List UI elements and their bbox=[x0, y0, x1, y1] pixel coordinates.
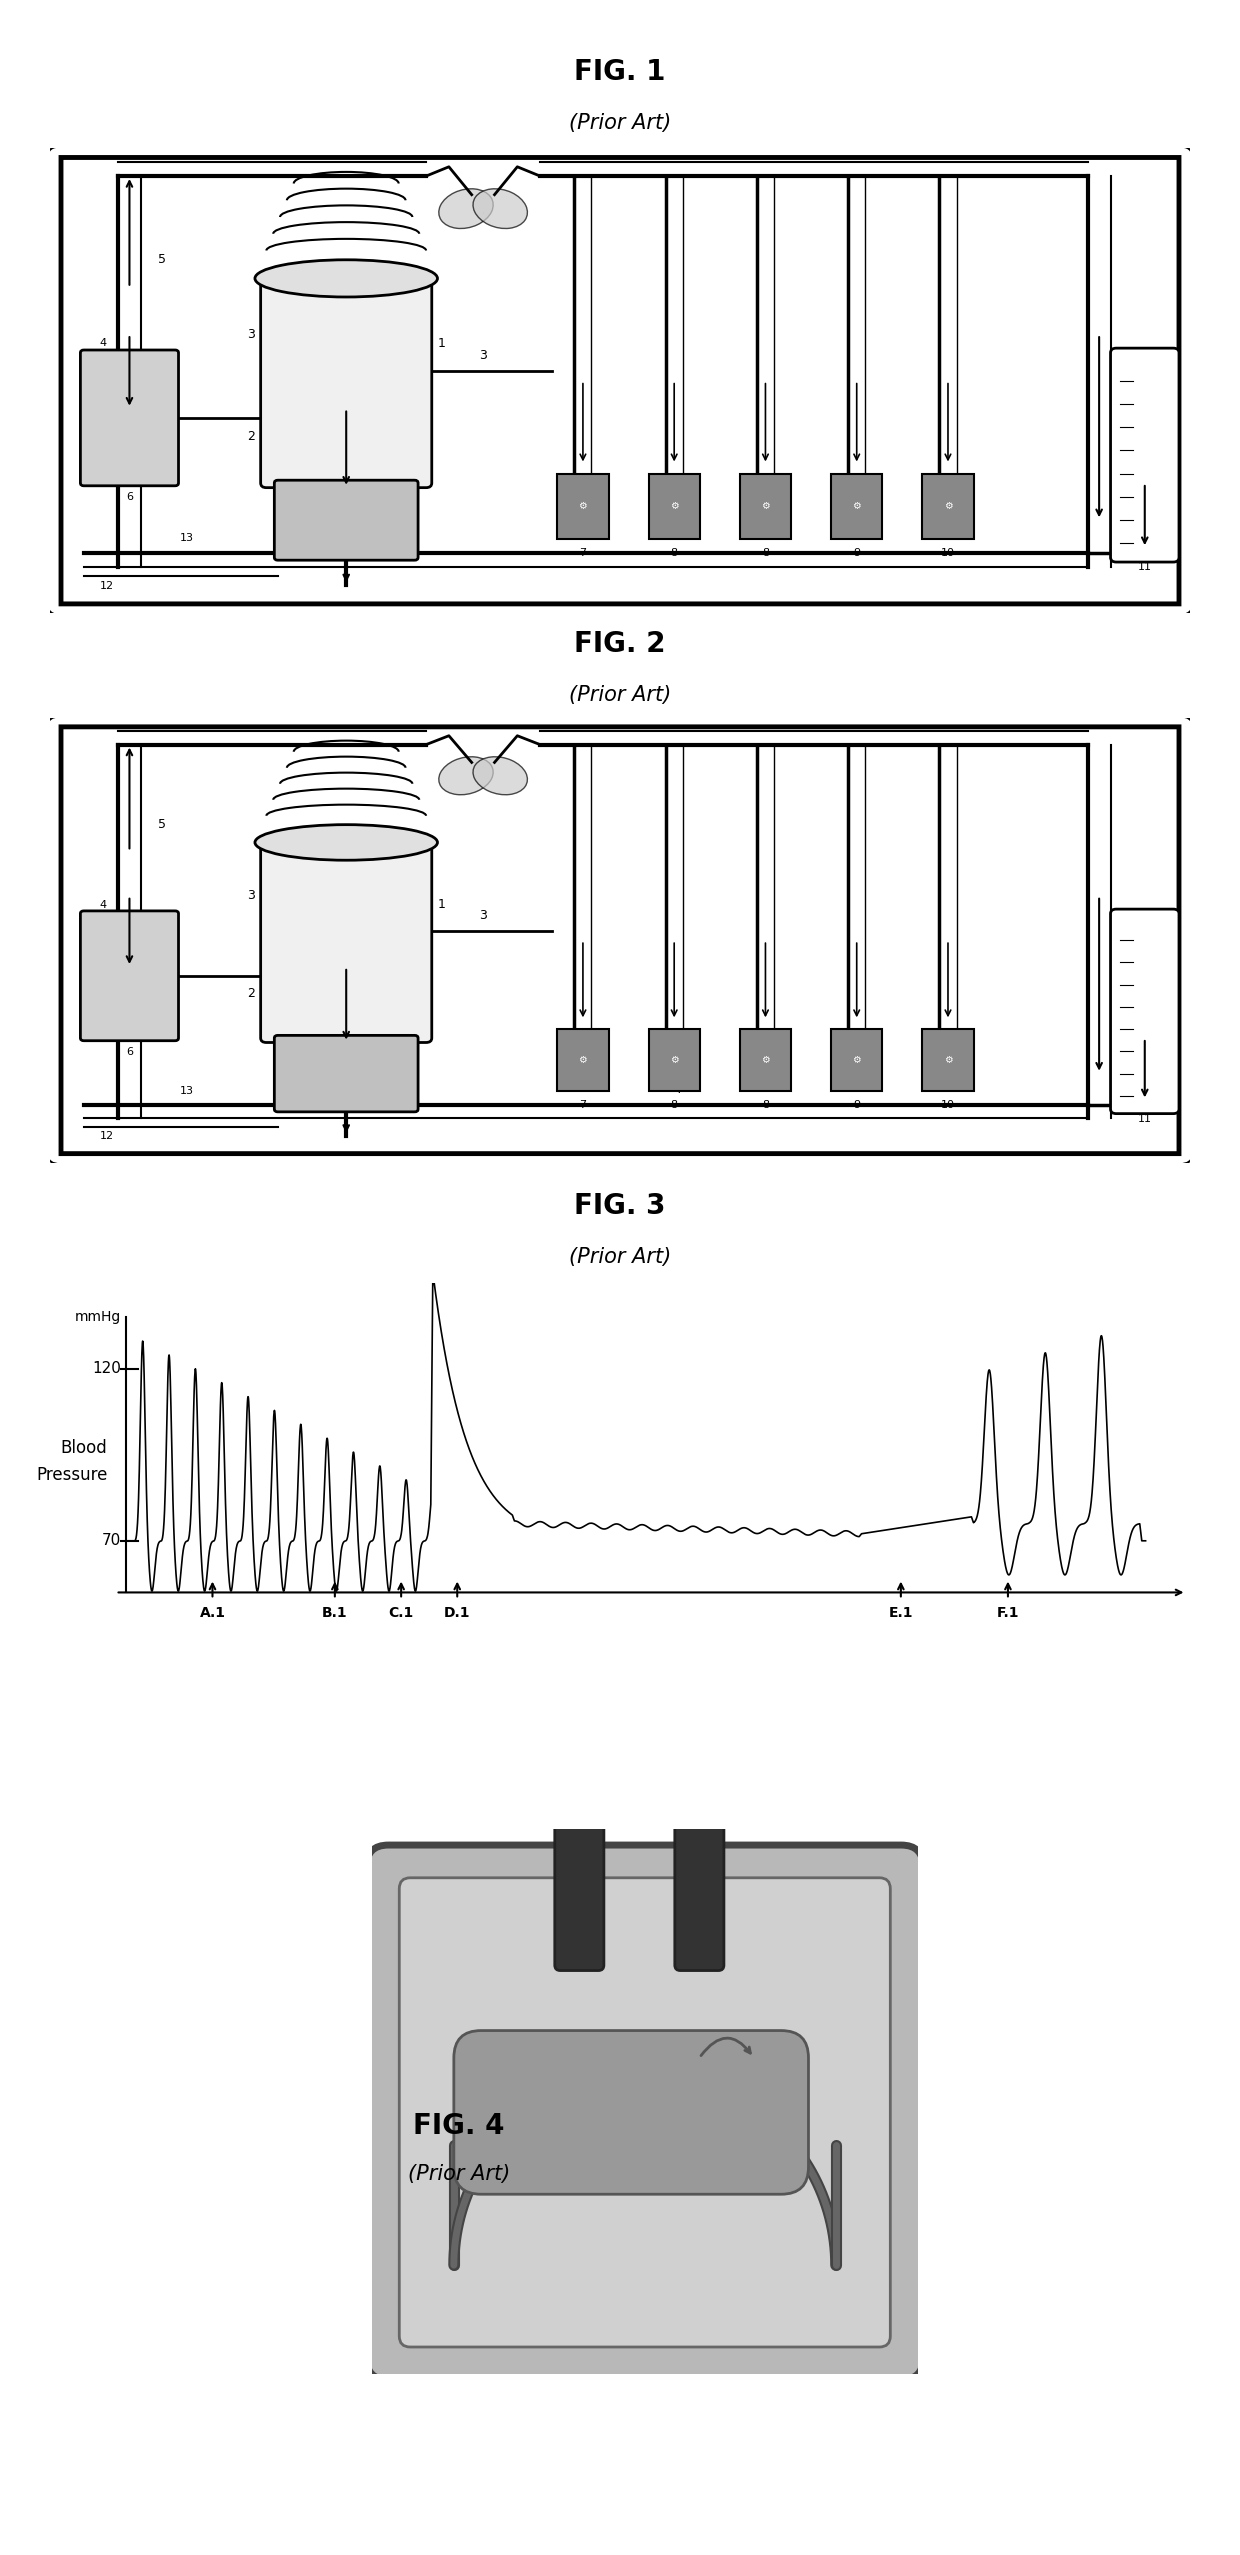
Text: 13: 13 bbox=[180, 1086, 193, 1096]
FancyBboxPatch shape bbox=[1111, 910, 1179, 1114]
Text: Pressure: Pressure bbox=[36, 1467, 108, 1484]
Text: 3: 3 bbox=[157, 355, 166, 368]
Text: 8: 8 bbox=[761, 1101, 769, 1111]
Text: 10: 10 bbox=[941, 1101, 955, 1111]
Text: (Prior Art): (Prior Art) bbox=[569, 685, 671, 705]
Text: ⚙: ⚙ bbox=[579, 1055, 588, 1065]
FancyBboxPatch shape bbox=[923, 1030, 973, 1091]
Text: ⚙: ⚙ bbox=[761, 1055, 770, 1065]
Text: E.1: E.1 bbox=[889, 1607, 913, 1620]
Text: 9: 9 bbox=[853, 1101, 861, 1111]
Ellipse shape bbox=[255, 825, 438, 861]
Text: 8: 8 bbox=[761, 549, 769, 557]
Text: 4: 4 bbox=[99, 337, 107, 347]
Text: 3: 3 bbox=[479, 910, 487, 922]
Text: 7: 7 bbox=[579, 549, 587, 557]
FancyBboxPatch shape bbox=[81, 350, 179, 485]
Text: 5: 5 bbox=[157, 253, 166, 266]
FancyBboxPatch shape bbox=[831, 473, 883, 539]
Ellipse shape bbox=[439, 189, 494, 227]
FancyBboxPatch shape bbox=[649, 1030, 699, 1091]
Text: F.1: F.1 bbox=[997, 1607, 1019, 1620]
Text: FIG. 1: FIG. 1 bbox=[574, 59, 666, 84]
FancyBboxPatch shape bbox=[740, 1030, 791, 1091]
Text: ⚙: ⚙ bbox=[852, 1055, 861, 1065]
Text: 4: 4 bbox=[673, 1083, 681, 1096]
FancyBboxPatch shape bbox=[454, 2031, 808, 2195]
Text: Blood: Blood bbox=[61, 1438, 108, 1456]
Text: mmHg: mmHg bbox=[74, 1311, 120, 1323]
Text: 120: 120 bbox=[92, 1362, 120, 1377]
Text: 3: 3 bbox=[157, 915, 166, 930]
Text: 4: 4 bbox=[673, 531, 681, 544]
Text: D.1: D.1 bbox=[444, 1607, 470, 1620]
FancyBboxPatch shape bbox=[740, 473, 791, 539]
Text: ⚙: ⚙ bbox=[944, 501, 952, 511]
Text: 7: 7 bbox=[579, 1101, 587, 1111]
Text: ⚙: ⚙ bbox=[944, 1055, 952, 1065]
FancyBboxPatch shape bbox=[399, 1878, 890, 2348]
Text: 70: 70 bbox=[102, 1533, 120, 1548]
Text: ⚙: ⚙ bbox=[670, 1055, 678, 1065]
FancyBboxPatch shape bbox=[1111, 347, 1179, 562]
Text: FIG. 3: FIG. 3 bbox=[574, 1193, 666, 1219]
Text: 12: 12 bbox=[99, 580, 114, 590]
Text: ⚙: ⚙ bbox=[579, 501, 588, 511]
Text: 14: 14 bbox=[294, 501, 308, 511]
Text: (Prior Art): (Prior Art) bbox=[569, 1247, 671, 1267]
Text: 3: 3 bbox=[247, 327, 255, 340]
Text: 11: 11 bbox=[1138, 562, 1152, 572]
Ellipse shape bbox=[255, 261, 438, 296]
Text: (Prior Art): (Prior Art) bbox=[569, 112, 671, 133]
Text: 2: 2 bbox=[247, 986, 255, 999]
Ellipse shape bbox=[472, 756, 527, 795]
FancyBboxPatch shape bbox=[274, 1035, 418, 1111]
FancyBboxPatch shape bbox=[260, 273, 432, 488]
Text: 1: 1 bbox=[438, 337, 445, 350]
FancyBboxPatch shape bbox=[557, 1030, 609, 1091]
Text: ⚙: ⚙ bbox=[761, 501, 770, 511]
Text: B.1: B.1 bbox=[322, 1607, 347, 1620]
Text: 8: 8 bbox=[671, 549, 678, 557]
Text: 14: 14 bbox=[294, 1055, 308, 1065]
FancyBboxPatch shape bbox=[274, 480, 418, 560]
FancyBboxPatch shape bbox=[923, 473, 973, 539]
Ellipse shape bbox=[439, 756, 494, 795]
FancyBboxPatch shape bbox=[831, 1030, 883, 1091]
FancyBboxPatch shape bbox=[557, 473, 609, 539]
Text: 10: 10 bbox=[941, 549, 955, 557]
Text: 1: 1 bbox=[438, 899, 445, 912]
Text: 13: 13 bbox=[180, 534, 193, 544]
Text: 3: 3 bbox=[247, 889, 255, 902]
Text: FIG. 2: FIG. 2 bbox=[574, 631, 666, 657]
Text: 12: 12 bbox=[99, 1132, 114, 1142]
Text: 2: 2 bbox=[247, 429, 255, 442]
Text: 8: 8 bbox=[671, 1101, 678, 1111]
Text: 6: 6 bbox=[126, 493, 133, 503]
FancyBboxPatch shape bbox=[554, 1768, 604, 1970]
Text: 11: 11 bbox=[1138, 1114, 1152, 1124]
Text: 3: 3 bbox=[479, 350, 487, 363]
Text: ⚙: ⚙ bbox=[670, 501, 678, 511]
Text: 5: 5 bbox=[157, 818, 166, 830]
Text: C.1: C.1 bbox=[388, 1607, 414, 1620]
Text: 6: 6 bbox=[126, 1048, 133, 1058]
FancyBboxPatch shape bbox=[260, 838, 432, 1042]
Text: ⚙: ⚙ bbox=[852, 501, 861, 511]
Text: 9: 9 bbox=[853, 549, 861, 557]
FancyBboxPatch shape bbox=[675, 1768, 724, 1970]
Text: A.1: A.1 bbox=[200, 1607, 226, 1620]
Text: 4: 4 bbox=[99, 899, 107, 910]
FancyBboxPatch shape bbox=[367, 1845, 923, 2379]
FancyBboxPatch shape bbox=[649, 473, 699, 539]
FancyBboxPatch shape bbox=[81, 912, 179, 1040]
Text: (Prior Art): (Prior Art) bbox=[408, 2164, 510, 2185]
Ellipse shape bbox=[472, 189, 527, 227]
Text: FIG. 4: FIG. 4 bbox=[413, 2113, 505, 2139]
